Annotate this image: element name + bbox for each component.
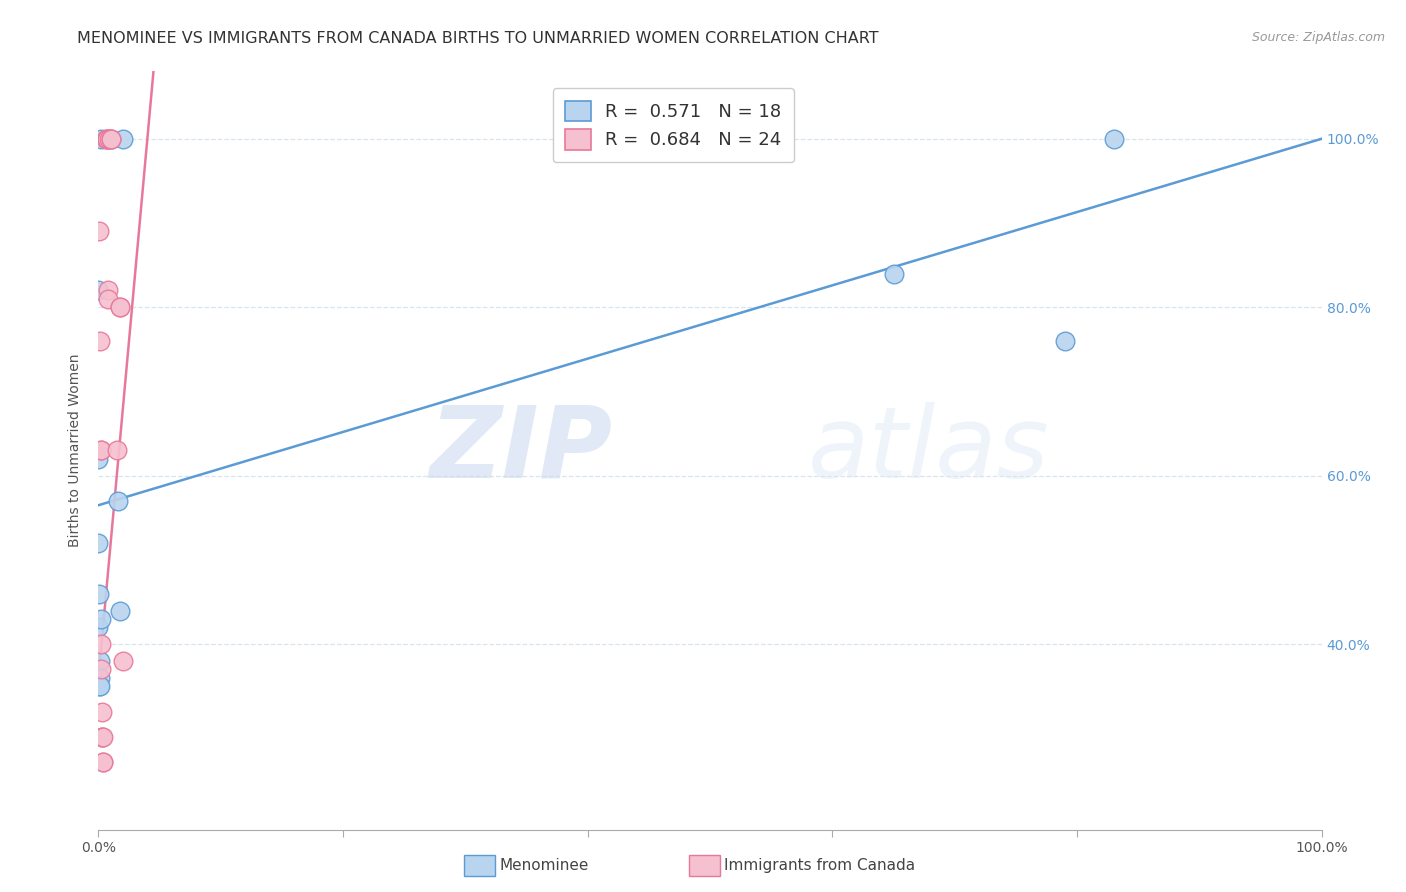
Point [87, 536, 110, 550]
Point [96, 132, 118, 146]
Point [90, 637, 112, 651]
Point [100, 132, 122, 146]
Point [100, 132, 122, 146]
Point [90, 443, 112, 458]
Point [883, 267, 905, 281]
Text: MENOMINEE VS IMMIGRANTS FROM CANADA BIRTHS TO UNMARRIED WOMEN CORRELATION CHART: MENOMINEE VS IMMIGRANTS FROM CANADA BIRT… [77, 31, 879, 46]
Point [110, 300, 132, 314]
Point [91, 730, 114, 744]
Point [89, 679, 111, 693]
Point [100, 132, 122, 146]
Point [87, 679, 110, 693]
Point [97, 292, 120, 306]
Point [91, 755, 114, 769]
Text: Source: ZipAtlas.com: Source: ZipAtlas.com [1251, 31, 1385, 45]
Point [91, 730, 114, 744]
Point [90, 443, 112, 458]
Text: Menominee: Menominee [499, 858, 589, 872]
Point [89, 671, 111, 685]
Point [87, 451, 110, 466]
Text: Immigrants from Canada: Immigrants from Canada [724, 858, 915, 872]
Point [107, 494, 129, 508]
Point [87, 587, 110, 601]
Point [89, 654, 111, 668]
Point [111, 132, 134, 146]
Y-axis label: Births to Unmarried Women: Births to Unmarried Women [69, 354, 83, 547]
Point [110, 300, 132, 314]
Point [1053, 334, 1076, 348]
Point [1102, 132, 1125, 146]
Point [90, 663, 112, 677]
Point [87, 224, 110, 238]
Point [111, 654, 134, 668]
Point [89, 334, 111, 348]
Point [110, 603, 132, 617]
Text: ZIP: ZIP [429, 402, 612, 499]
Point [96, 132, 118, 146]
Point [105, 443, 128, 458]
Point [91, 705, 114, 719]
Point [87, 284, 110, 298]
Point [91, 730, 114, 744]
Point [90, 612, 112, 626]
Point [90, 132, 112, 146]
Point [94, 132, 117, 146]
Text: atlas: atlas [808, 402, 1049, 499]
Point [87, 620, 110, 634]
Point [91, 755, 114, 769]
Point [97, 284, 120, 298]
Point [98, 132, 121, 146]
Legend: R =  0.571   N = 18, R =  0.684   N = 24: R = 0.571 N = 18, R = 0.684 N = 24 [553, 88, 794, 162]
